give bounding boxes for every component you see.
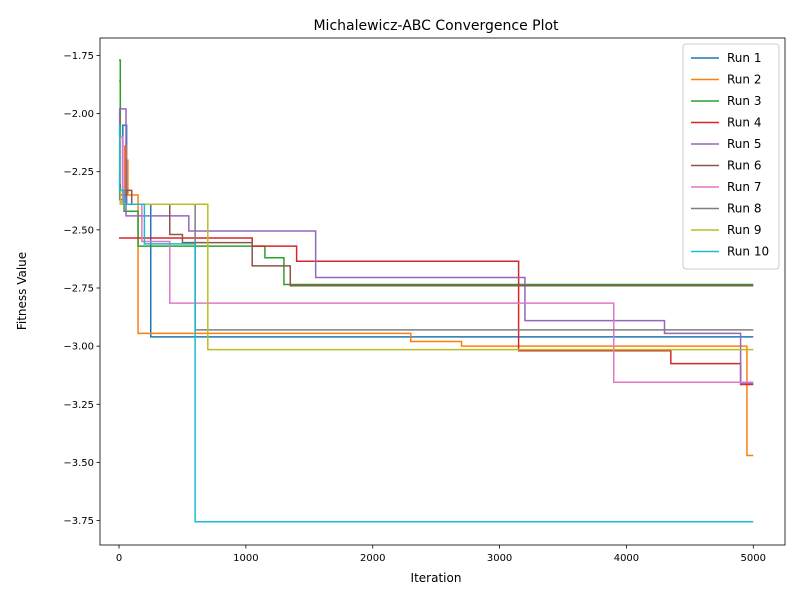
series-line-run-5	[118, 108, 754, 385]
x-tick-label: 1000	[233, 553, 258, 564]
y-tick-label: −2.25	[63, 167, 94, 178]
y-tick-label: −3.25	[63, 400, 94, 411]
axes-frame	[99, 37, 786, 546]
y-axis-label: Fitness Value	[15, 252, 29, 330]
series-group	[118, 59, 754, 523]
legend-label-run-7: Run 7	[727, 180, 761, 194]
y-tick-label: −3.00	[63, 342, 94, 353]
legend-label-run-6: Run 6	[727, 159, 761, 173]
legend-label-run-10: Run 10	[727, 245, 769, 259]
y-tick-label: −3.50	[63, 458, 94, 469]
y-tick-label: −2.00	[63, 109, 94, 120]
x-tick-label: 2000	[360, 553, 385, 564]
y-tick-label: −2.50	[63, 225, 94, 236]
legend-label-run-8: Run 8	[727, 202, 761, 216]
legend-label-run-9: Run 9	[727, 223, 761, 237]
x-tick-label: 3000	[487, 553, 512, 564]
legend-label-run-2: Run 2	[727, 73, 761, 87]
y-tick-label: −2.75	[63, 284, 94, 295]
legend-label-run-3: Run 3	[727, 94, 761, 108]
x-tick-label: 4000	[614, 553, 639, 564]
chart-title: Michalewicz-ABC Convergence Plot	[313, 18, 559, 34]
legend-label-run-5: Run 5	[727, 137, 761, 151]
x-axis-label: Iteration	[411, 571, 462, 585]
legend-label-run-1: Run 1	[727, 51, 761, 65]
series-line-run-10	[118, 124, 754, 523]
y-tick-label: −3.75	[63, 516, 94, 527]
y-tick-label: −1.75	[63, 51, 94, 62]
x-tick-label: 5000	[741, 553, 766, 564]
legend-label-run-4: Run 4	[727, 116, 761, 130]
x-tick-label: 0	[116, 553, 122, 564]
